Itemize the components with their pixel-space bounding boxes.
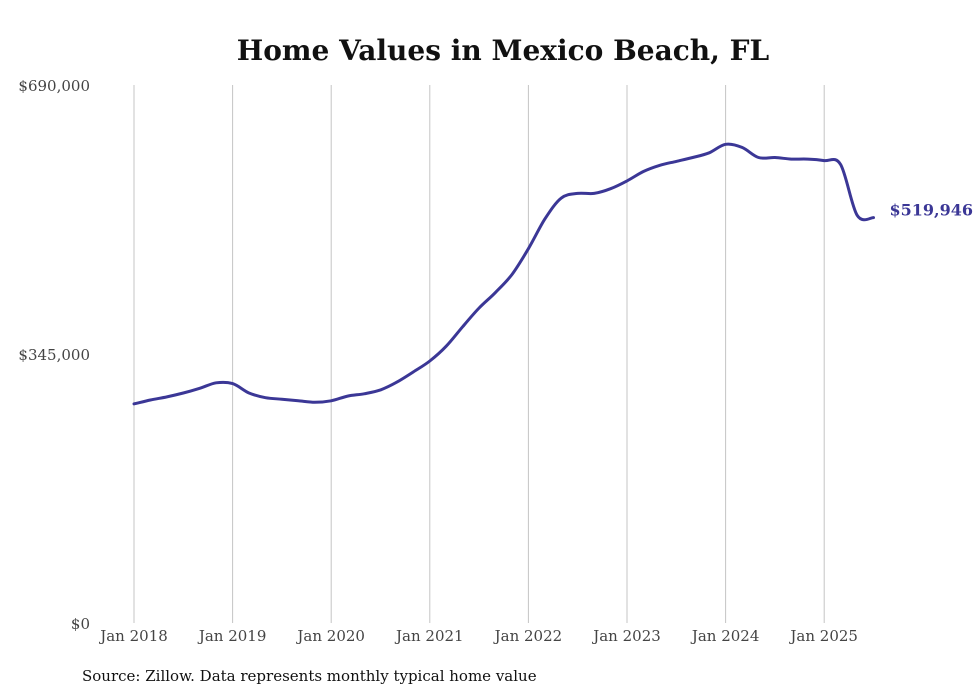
x-tick-label: Jan 2019 xyxy=(197,627,267,645)
y-tick-label: $345,000 xyxy=(18,346,90,364)
series-line xyxy=(132,142,875,406)
y-tick-label: $690,000 xyxy=(18,77,90,95)
chart-title: Home Values in Mexico Beach, FL xyxy=(237,34,770,67)
x-tick-label: Jan 2024 xyxy=(690,627,760,645)
x-tick-label: Jan 2025 xyxy=(788,627,858,645)
x-tick-label: Jan 2023 xyxy=(591,627,661,645)
x-tick-label: Jan 2022 xyxy=(493,627,563,645)
x-tick-label: Jan 2021 xyxy=(394,627,464,645)
x-axis-ticks: Jan 2018 Jan 2019 Jan 2020 Jan 2021 Jan 2022… xyxy=(98,627,858,645)
x-tick-label: Jan 2018 xyxy=(98,627,168,645)
y-axis-ticks: $0 $345,000 $690,000 xyxy=(18,77,90,633)
source-note: Source: Zillow. Data represents monthly … xyxy=(82,667,537,685)
y-tick-label: $0 xyxy=(71,615,90,633)
grid-lines xyxy=(133,85,825,623)
x-tick-label: Jan 2020 xyxy=(295,627,365,645)
end-value-label: $519,946 xyxy=(890,201,974,220)
